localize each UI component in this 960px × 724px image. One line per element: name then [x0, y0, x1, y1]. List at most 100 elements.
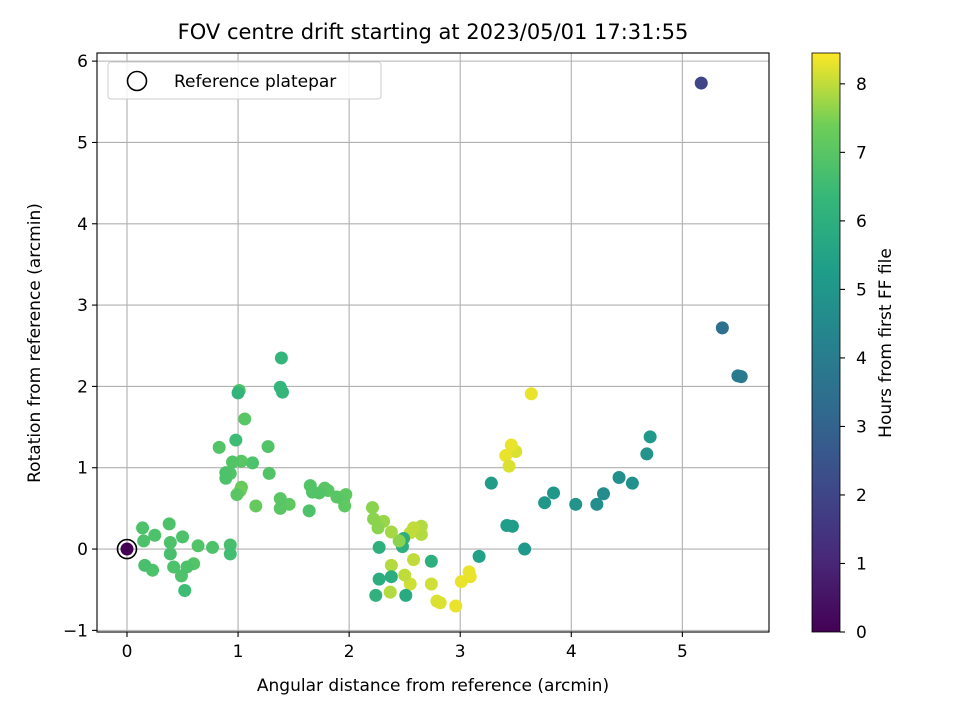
scatter-point: [229, 433, 243, 447]
scatter-point: [365, 501, 379, 515]
scatter-point: [524, 387, 538, 401]
x-axis-label: Angular distance from reference (arcmin): [257, 676, 609, 696]
scatter-point: [219, 466, 233, 480]
scatter-point: [212, 440, 226, 454]
scatter-point: [538, 496, 552, 510]
legend-box: [107, 61, 382, 100]
scatter-point: [206, 540, 220, 554]
x-tick-label: 0: [122, 642, 133, 662]
scatter-point: [399, 588, 413, 602]
scatter-point: [518, 542, 532, 556]
colorbar-tick-label: 3: [856, 417, 867, 437]
scatter-point: [640, 447, 654, 461]
scatter-point: [302, 504, 316, 518]
colorbar-tick-label: 7: [856, 143, 867, 163]
x-tick-label: 4: [566, 642, 577, 662]
scatter-point: [398, 568, 412, 582]
scatter-point: [178, 584, 192, 598]
scatter-point: [430, 594, 444, 608]
y-axis-ticks: −1 0 1 2 3 4 5 6: [63, 52, 97, 641]
reference-marker: [116, 538, 138, 560]
colorbar-tick-label: 5: [856, 280, 867, 300]
scatter-point: [226, 455, 240, 469]
scatter-point: [138, 558, 152, 572]
scatter-point: [424, 554, 438, 568]
legend: Reference platepar: [107, 61, 382, 100]
y-tick-label: 6: [77, 52, 88, 72]
scatter-point: [590, 497, 604, 511]
x-tick-label: 1: [233, 642, 244, 662]
scatter-point: [330, 490, 344, 504]
scatter-point: [167, 560, 181, 574]
scatter-point: [163, 536, 177, 550]
scatter-point: [223, 547, 237, 561]
scatter-point: [569, 497, 583, 511]
y-tick-label: 3: [77, 296, 88, 316]
y-tick-label: 1: [77, 459, 88, 479]
scatter-point: [249, 499, 263, 513]
scatter-point: [484, 476, 498, 490]
scatter-point: [384, 558, 398, 572]
scatter-point: [191, 539, 205, 553]
scatter-point: [372, 540, 386, 554]
x-tick-label: 2: [344, 642, 355, 662]
y-tick-label: −1: [63, 621, 88, 641]
y-tick-label: 0: [77, 540, 88, 560]
colorbar-tick-label: 6: [856, 212, 867, 232]
scatter-point: [367, 512, 381, 526]
scatter-point: [392, 534, 406, 548]
scatter-point: [238, 412, 252, 426]
x-tick-label: 5: [677, 642, 688, 662]
scatter-point: [274, 351, 288, 365]
scatter-point: [246, 456, 260, 470]
scatter-point: [504, 438, 518, 452]
plot-frame: [96, 52, 770, 633]
scatter-point: [230, 488, 244, 502]
x-axis-ticks: 0 1 2 3 4 5: [122, 632, 688, 662]
y-tick-label: 5: [77, 133, 88, 153]
scatter-point: [120, 542, 134, 556]
scatter-point: [625, 476, 639, 490]
scatter-point: [500, 518, 514, 532]
scatter-point: [303, 479, 317, 493]
y-tick-label: 2: [77, 377, 88, 397]
scatter-point: [384, 525, 398, 539]
scatter-point: [499, 449, 513, 463]
scatter-points: [120, 76, 748, 613]
plot-area: [97, 53, 769, 632]
scatter-point: [275, 385, 289, 399]
scatter-point: [273, 501, 287, 515]
scatter-point: [383, 585, 397, 599]
scatter-point: [734, 370, 748, 384]
scatter-point: [643, 430, 657, 444]
scatter-point: [449, 599, 463, 613]
scatter-point: [148, 528, 162, 542]
scatter-point: [223, 538, 237, 552]
scatter-point: [372, 572, 386, 586]
legend-reference-marker: [126, 70, 148, 92]
colorbar-tick-label: 2: [856, 486, 867, 506]
scatter-point: [407, 553, 421, 567]
scatter-point: [231, 386, 245, 400]
scatter-point: [174, 569, 188, 583]
scatter-point: [338, 499, 352, 513]
scatter-point: [162, 517, 176, 531]
scatter-point: [273, 492, 287, 506]
y-axis-label: Rotation from reference (arcmin): [25, 203, 45, 483]
scatter-point: [694, 76, 708, 90]
scatter-point: [261, 440, 275, 454]
scatter-point: [262, 466, 276, 480]
scatter-point: [176, 530, 190, 544]
scatter-point: [612, 470, 626, 484]
scatter-point: [502, 459, 516, 473]
scatter-point: [596, 487, 610, 501]
scatter-point: [136, 521, 150, 535]
legend-label: Reference platepar: [174, 72, 336, 92]
colorbar-ticks: 0 1 2 3 4 5 6 7 8: [840, 75, 867, 643]
scatter-point: [384, 570, 398, 584]
scatter-point: [163, 547, 177, 561]
x-tick-label: 3: [455, 642, 466, 662]
colorbar-tick-label: 1: [856, 554, 867, 574]
